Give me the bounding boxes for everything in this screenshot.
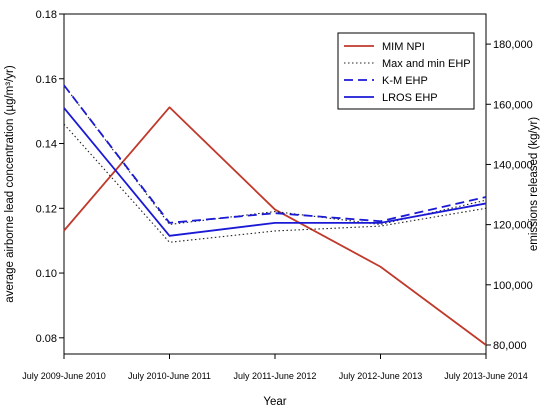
left-y-axis: 0.08 0.10 0.12 0.14 0.16 0.18 (36, 9, 64, 345)
left-y-axis-title: average airborne lead concentration (µg/… (4, 65, 16, 303)
right-y-tick-label: 100,000 (493, 280, 533, 292)
x-tick-label: July 2010-June 2011 (128, 371, 211, 381)
x-axis: July 2009-June 2010 July 2010-June 2011 Ju… (22, 354, 528, 381)
right-y-tick-label: 180,000 (493, 39, 533, 51)
series-max-and-min-ehp-min-line (63, 123, 487, 243)
legend-label-lros-ehp: LROS EHP (382, 92, 438, 104)
right-y-tick-label: 140,000 (493, 159, 533, 171)
right-y-axis: 80,000 100,000 120,000 140,000 160,000 180,00… (486, 39, 533, 352)
right-y-tick-label: 80,000 (493, 340, 527, 352)
series-layer (63, 84, 487, 346)
x-tick-label: July 2011-June 2012 (234, 371, 317, 381)
series-mim-npi-line (63, 106, 487, 346)
legend-label-k-m-ehp: K-M EHP (382, 75, 428, 87)
left-y-tick-label: 0.16 (36, 74, 57, 86)
series-lros-ehp-line (63, 107, 487, 237)
legend-label-mim-npi: MIM NPI (382, 41, 425, 53)
x-tick-label: July 2013-June 2014 (444, 371, 528, 381)
right-y-axis-title: emissions released (kg/yr) (528, 117, 540, 251)
legend: MIM NPI Max and min EHP K-M EHP LROS EHP (337, 32, 475, 110)
x-tick-label: July 2009-June 2010 (22, 371, 106, 381)
left-y-tick-label: 0.08 (36, 333, 57, 345)
x-tick-label: July 2012-June 2013 (339, 371, 423, 381)
right-y-tick-label: 120,000 (493, 220, 533, 232)
right-y-tick-label: 160,000 (493, 99, 533, 111)
left-y-tick-label: 0.18 (36, 9, 57, 21)
left-y-tick-label: 0.12 (36, 203, 57, 215)
legend-label-max-and-min-ehp: Max and min EHP (382, 58, 471, 70)
left-y-tick-label: 0.14 (36, 139, 57, 151)
series-k-m-ehp-line (63, 84, 487, 224)
left-y-tick-label: 0.10 (36, 268, 57, 280)
x-axis-title: Year (263, 396, 286, 408)
